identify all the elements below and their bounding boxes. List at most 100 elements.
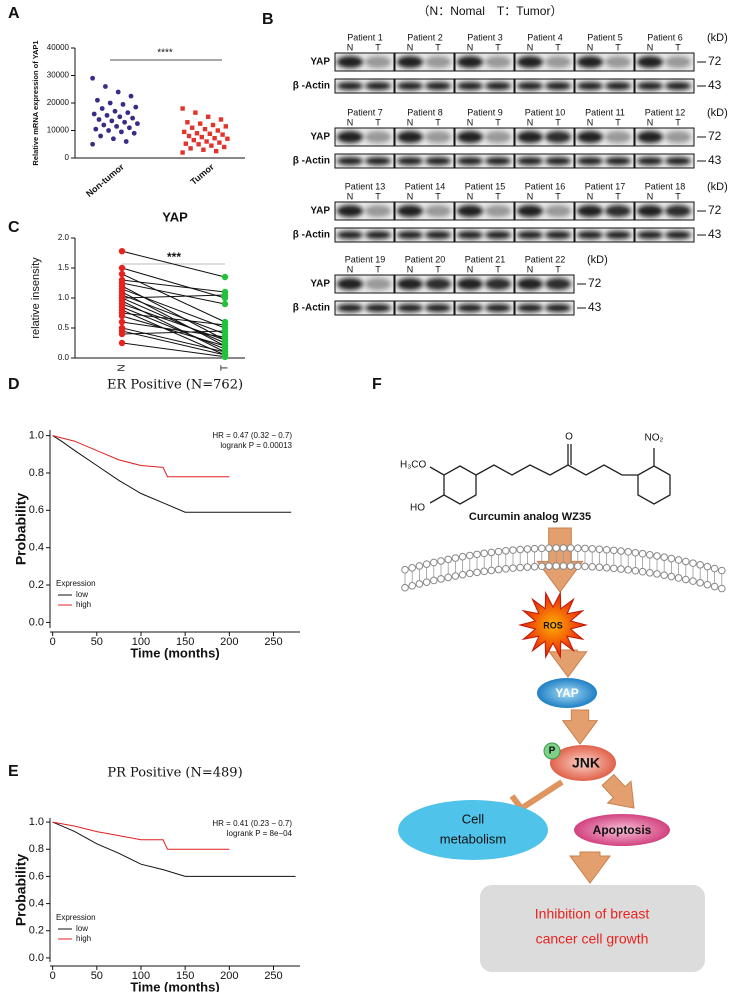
lane-label: T xyxy=(375,117,381,127)
data-point xyxy=(209,143,214,148)
lane-label: N xyxy=(647,117,654,127)
blot-band xyxy=(337,231,363,239)
lipid-head xyxy=(494,547,503,556)
lipid-head xyxy=(710,564,719,573)
pair-line xyxy=(121,306,226,350)
lipid-head xyxy=(667,554,676,563)
blot-band xyxy=(425,56,451,68)
data-point xyxy=(202,126,208,132)
lipid-head xyxy=(674,556,683,564)
row-label: β -Actin xyxy=(293,303,330,314)
node-label: Apoptosis xyxy=(593,823,652,837)
patient-label: Patient 12 xyxy=(645,107,686,117)
blot-band xyxy=(457,56,483,68)
blot-band xyxy=(665,82,691,90)
blot-band xyxy=(545,304,571,312)
ros-burst xyxy=(518,590,588,660)
lipid-head xyxy=(689,577,697,585)
annotation: HR = 0.47 (0.32 − 0.7) xyxy=(212,431,292,440)
data-point xyxy=(206,114,211,119)
data-point xyxy=(218,117,224,122)
blot-band xyxy=(485,56,511,68)
blot-band xyxy=(637,56,663,68)
y-tick-label: 20000 xyxy=(47,98,70,107)
lipid-head xyxy=(487,566,496,575)
y-axis-label: Relative mRNA expression of YAP1 xyxy=(31,40,40,165)
lane-label: T xyxy=(555,264,561,274)
marker-label: 72 xyxy=(708,129,722,143)
pair-line xyxy=(121,342,226,358)
x-tick-label: 100 xyxy=(132,636,150,648)
y-axis-label: Probability xyxy=(13,493,29,566)
data-point xyxy=(119,129,124,135)
x-axis-label: Time (months) xyxy=(130,645,219,660)
panel-label: C xyxy=(8,219,20,236)
blot-band xyxy=(665,56,691,68)
lane-label: N xyxy=(527,117,534,127)
y-tick-label: 0.4 xyxy=(29,542,44,554)
data-point xyxy=(221,327,229,335)
lipid-head xyxy=(401,565,409,574)
lipid-head xyxy=(545,562,553,570)
lipid-head xyxy=(530,544,539,553)
lipid-head xyxy=(509,564,517,572)
patient-label: Patient 16 xyxy=(525,181,566,191)
blot-band xyxy=(665,231,691,239)
chem-structure xyxy=(429,444,671,505)
blot-band xyxy=(665,205,691,217)
x-tick-label: Non-tumor xyxy=(84,161,126,199)
data-point xyxy=(91,111,97,117)
lipid-head xyxy=(653,570,661,578)
lipid-head xyxy=(523,563,532,571)
data-point xyxy=(210,122,216,128)
lipid-head xyxy=(631,566,640,575)
patient-label: Patient 18 xyxy=(645,181,686,191)
lane-label: T xyxy=(435,42,441,52)
patient-label: Patient 17 xyxy=(585,181,626,191)
unit-label: (kD) xyxy=(707,181,728,193)
lipid-head xyxy=(545,544,553,552)
lane-label: N xyxy=(467,264,474,274)
blot-band xyxy=(517,131,543,143)
blot-band xyxy=(365,131,391,143)
blot-band xyxy=(457,278,483,290)
arrows xyxy=(536,527,635,884)
outcome-box xyxy=(480,885,705,972)
x-tick-label: 150 xyxy=(176,636,194,648)
blot-band xyxy=(425,82,451,90)
data-point xyxy=(135,121,140,127)
patient-label: Patient 21 xyxy=(465,254,506,264)
y-tick-label: 0.0 xyxy=(29,952,44,964)
data-point xyxy=(106,128,111,133)
blot-band xyxy=(577,82,603,90)
lipid-head xyxy=(638,549,647,558)
survival-curve xyxy=(52,821,230,850)
x-tick-label: 50 xyxy=(91,970,103,982)
lane-label: N xyxy=(347,117,354,127)
x-tick-label: N xyxy=(117,364,128,371)
blot-band xyxy=(637,131,663,143)
data-point xyxy=(115,89,121,95)
data-point xyxy=(114,123,119,129)
lipid-head xyxy=(552,544,561,552)
blot-band xyxy=(637,205,663,217)
data-point xyxy=(118,312,126,320)
panel-label: F xyxy=(372,376,382,393)
lipid-head xyxy=(682,557,690,566)
blot-band xyxy=(365,304,391,312)
panel-label: A xyxy=(8,5,20,22)
blot-band xyxy=(485,131,511,143)
arrow xyxy=(569,851,611,884)
lipid-head xyxy=(415,580,424,588)
blot-band xyxy=(397,56,423,68)
lane-label: N xyxy=(347,42,354,52)
data-point xyxy=(118,339,126,347)
data-point xyxy=(101,122,107,128)
data-point xyxy=(190,125,195,130)
data-point xyxy=(98,133,103,139)
lipid-head xyxy=(610,564,618,573)
lipid-head xyxy=(610,546,618,555)
marker-label: 72 xyxy=(708,203,722,217)
blot-band xyxy=(397,131,423,143)
marker-label: 43 xyxy=(708,227,722,241)
